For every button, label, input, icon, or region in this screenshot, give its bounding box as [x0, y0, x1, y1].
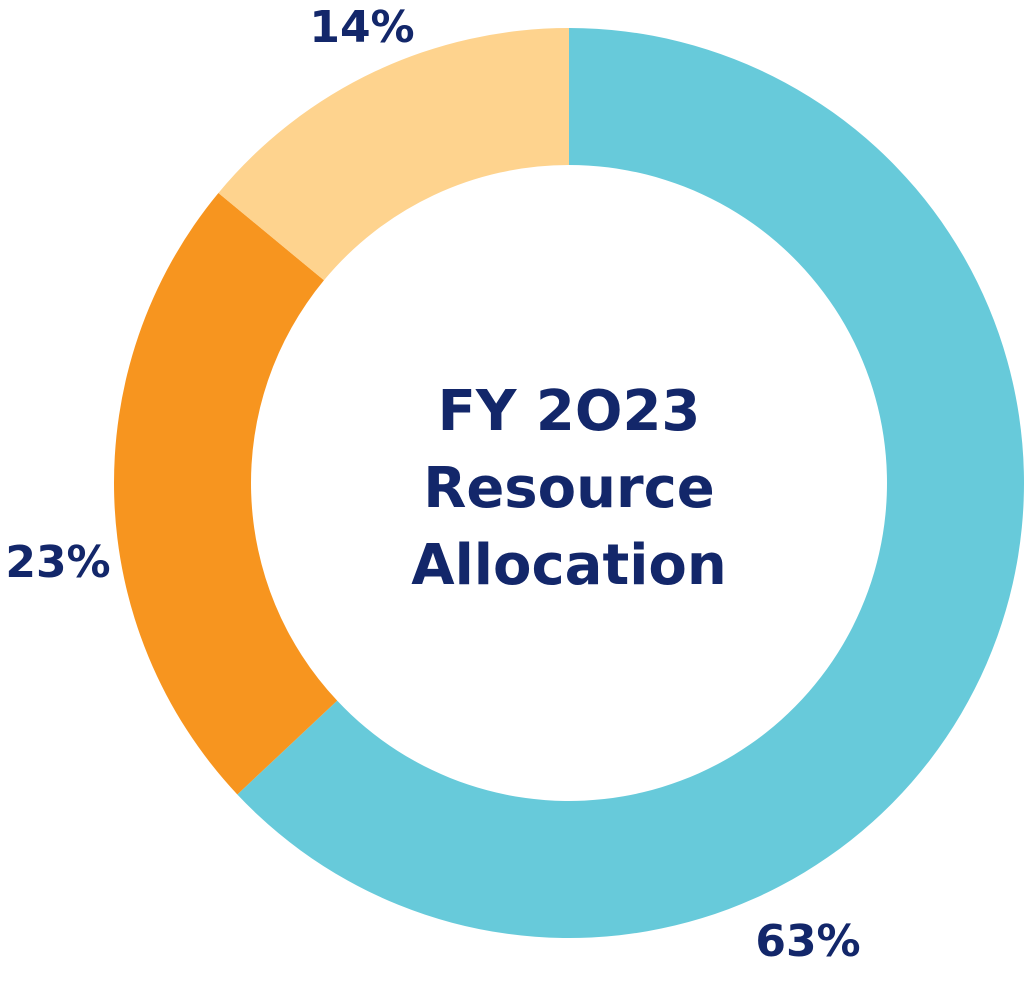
slice-label-0: 63% — [755, 916, 860, 967]
center-title: FY 2O23 Resource Allocation — [411, 379, 727, 598]
center-title-line-3: Allocation — [411, 533, 727, 598]
slice-label-2: 14% — [309, 2, 414, 53]
donut-slice-0 — [237, 28, 1024, 938]
center-title-line-2: Resource — [423, 456, 715, 521]
donut-slices — [114, 28, 1024, 938]
donut-slice-1 — [114, 192, 338, 795]
donut-slice-2 — [218, 28, 569, 281]
center-title-line-1: FY 2O23 — [438, 379, 701, 444]
slice-label-1: 23% — [5, 537, 110, 588]
slice-labels: 63% 23% 14% — [5, 2, 860, 967]
